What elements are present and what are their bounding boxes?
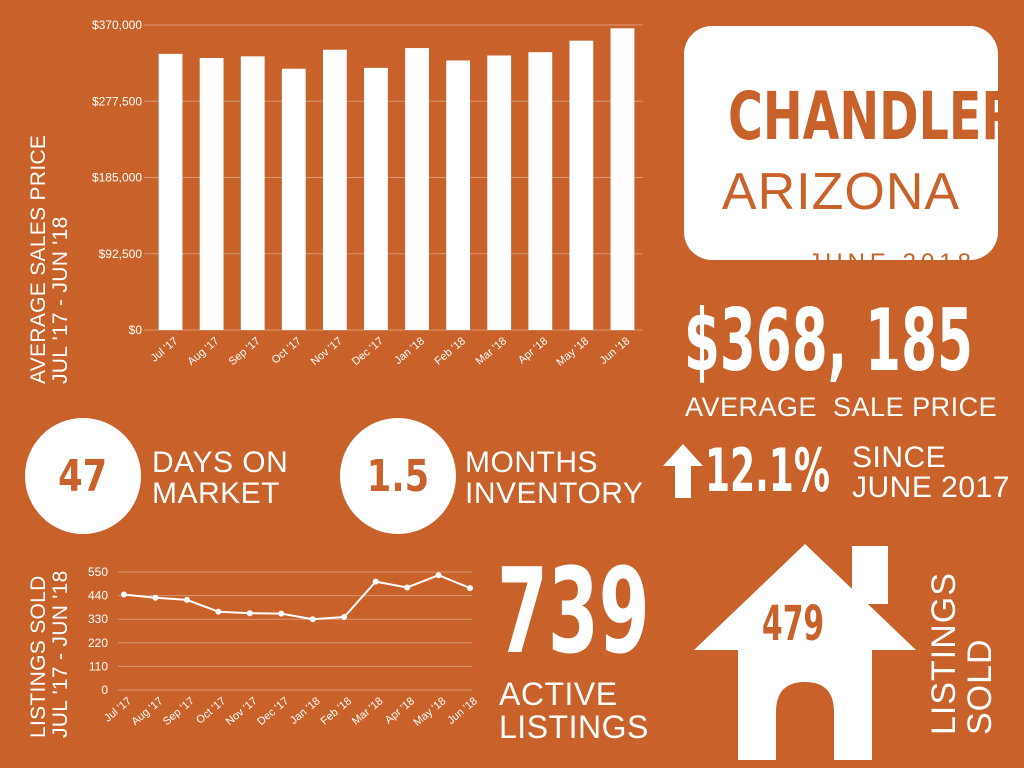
line-chart-y-tick-label: 110	[89, 659, 108, 673]
line-chart-y-tick-label: 330	[88, 612, 108, 626]
months-inventory-label-line2: INVENTORY	[465, 477, 644, 510]
price-change-label: SINCE JUNE 2017	[852, 443, 1010, 503]
line-chart-point	[341, 614, 348, 621]
up-arrow-icon	[663, 444, 703, 498]
bar-chart-x-tick-label: Mar '18	[474, 335, 510, 368]
bar-chart-x-tick-label: Aug '17	[186, 335, 222, 368]
bar-chart-x-tick-label: Jul '17	[149, 335, 181, 364]
bar-chart-bar	[322, 49, 347, 330]
days-on-market-circle: 47	[25, 418, 141, 534]
bar-chart-bar	[610, 28, 635, 330]
months-inventory-label: MONTHS INVENTORY	[465, 447, 643, 509]
bar-chart-x-tick-label: Jun '18	[598, 335, 633, 367]
line-chart-point	[121, 591, 127, 598]
average-sales-price-bar-chart: $0 $92,500 $185,000 $277,500 $370,000 Jul '17…	[92, 18, 643, 369]
bar-chart-bar	[281, 68, 306, 331]
active-listings-value: 739	[497, 542, 650, 680]
line-chart-point	[215, 608, 222, 615]
days-on-market-label-line1: DAYS ON	[152, 446, 289, 479]
bar-chart-y-tick-label: $0	[129, 323, 143, 337]
bar-chart-bar	[405, 48, 429, 330]
line-chart-x-tick-label: Jan '18	[288, 695, 323, 727]
listings-sold-label: LISTINGS SOLD	[925, 572, 999, 735]
line-chart-x-tick-label: Dec '17	[255, 695, 291, 728]
line-chart-x-tick-label: May '18	[412, 695, 449, 729]
line-chart-y-tick-label: 440	[88, 589, 108, 603]
line-chart-point	[467, 585, 473, 592]
bar-chart-x-tick-label: Feb '18	[432, 335, 468, 368]
line-chart-x-tick-label: Feb '18	[319, 695, 355, 728]
line-chart-point	[183, 596, 190, 603]
days-on-market-label-line2: MARKET	[152, 477, 281, 510]
line-chart-point	[372, 578, 379, 585]
bar-chart-bar	[240, 56, 265, 330]
active-listings-label-line2: LISTINGS	[499, 709, 649, 745]
bar-chart-y-tick-label: $185,000	[92, 171, 142, 185]
line-chart-point	[435, 572, 442, 579]
months-inventory-value: 1.5	[366, 450, 430, 502]
title-card: CHANDLER ARIZONA JUNE 2018	[684, 26, 1018, 276]
report-date: JUNE 2018	[808, 249, 976, 276]
house-icon	[694, 544, 916, 760]
line-chart-y-tick-label: 220	[88, 636, 108, 650]
bar-chart-bar	[364, 67, 388, 330]
bar-chart-bar	[528, 52, 553, 331]
bar-chart-x-tick-label: Oct '17	[270, 335, 304, 366]
line-chart-point	[152, 594, 159, 601]
listings-sold-label-line2: SOLD	[961, 638, 999, 735]
days-on-market-value: 47	[58, 450, 108, 502]
city-title: CHANDLER	[727, 78, 1018, 155]
bar-chart-x-tick-label: Jan '18	[392, 335, 427, 367]
bar-chart-x-tick-label: Sep '17	[227, 335, 263, 368]
bar-chart-bar	[569, 40, 594, 330]
line-chart-x-tick-label: Sep '17	[161, 695, 197, 728]
bar-chart-bar	[158, 53, 183, 331]
price-change-label-line2: JUNE 2017	[852, 471, 1010, 504]
line-chart-y-tick-label: 0	[101, 683, 108, 697]
bar-chart-x-tick-label: May '18	[554, 335, 591, 369]
line-chart-x-tick-label: Jun '18	[445, 695, 480, 727]
bar-chart-x-tick-label: Apr '18	[516, 335, 550, 366]
line-chart-x-tick-label: Aug '17	[129, 695, 165, 728]
line-chart-point	[309, 616, 316, 623]
line-chart-point	[404, 584, 411, 591]
line-chart-x-tick-label: Mar '18	[350, 695, 386, 728]
months-inventory-label-line1: MONTHS	[465, 446, 598, 479]
line-chart-x-tick-label: Nov '17	[224, 695, 260, 728]
active-listings-label: ACTIVE LISTINGS	[499, 678, 649, 744]
months-inventory-circle: 1.5	[340, 418, 456, 534]
bar-chart-x-tick-label: Dec '17	[350, 335, 386, 368]
line-chart-x-tick-label: Apr '18	[383, 695, 417, 726]
line-chart-series-line	[123, 574, 471, 621]
line-chart-point	[278, 610, 285, 617]
active-listings-label-line1: ACTIVE	[499, 676, 618, 712]
bar-chart-bar	[199, 57, 224, 331]
bar-chart-x-tick-label: Nov '17	[309, 335, 345, 368]
bar-chart-y-tick-label: $370,000	[92, 18, 142, 32]
price-change-label-line1: SINCE	[852, 441, 947, 474]
line-chart-y-tick-label: 550	[88, 565, 108, 579]
bar-chart-bar	[446, 60, 471, 330]
average-sale-price-label: AVERAGE SALE PRICE	[685, 392, 998, 422]
listings-sold-value: 479	[762, 596, 825, 652]
bar-chart-bar	[487, 55, 512, 330]
bar-chart-y-tick-label: $92,500	[99, 247, 143, 261]
listings-sold-label-line1: LISTINGS	[925, 572, 963, 735]
bar-chart-y-tick-label: $277,500	[92, 94, 142, 108]
average-sale-price-value: $368, 185	[684, 291, 973, 391]
price-change-value: 12.1%	[705, 436, 830, 506]
state-title: ARIZONA	[721, 163, 961, 221]
line-chart-point	[246, 610, 253, 617]
days-on-market-label: DAYS ON MARKET	[152, 447, 288, 509]
line-chart-x-tick-label: Oct '17	[194, 695, 228, 726]
